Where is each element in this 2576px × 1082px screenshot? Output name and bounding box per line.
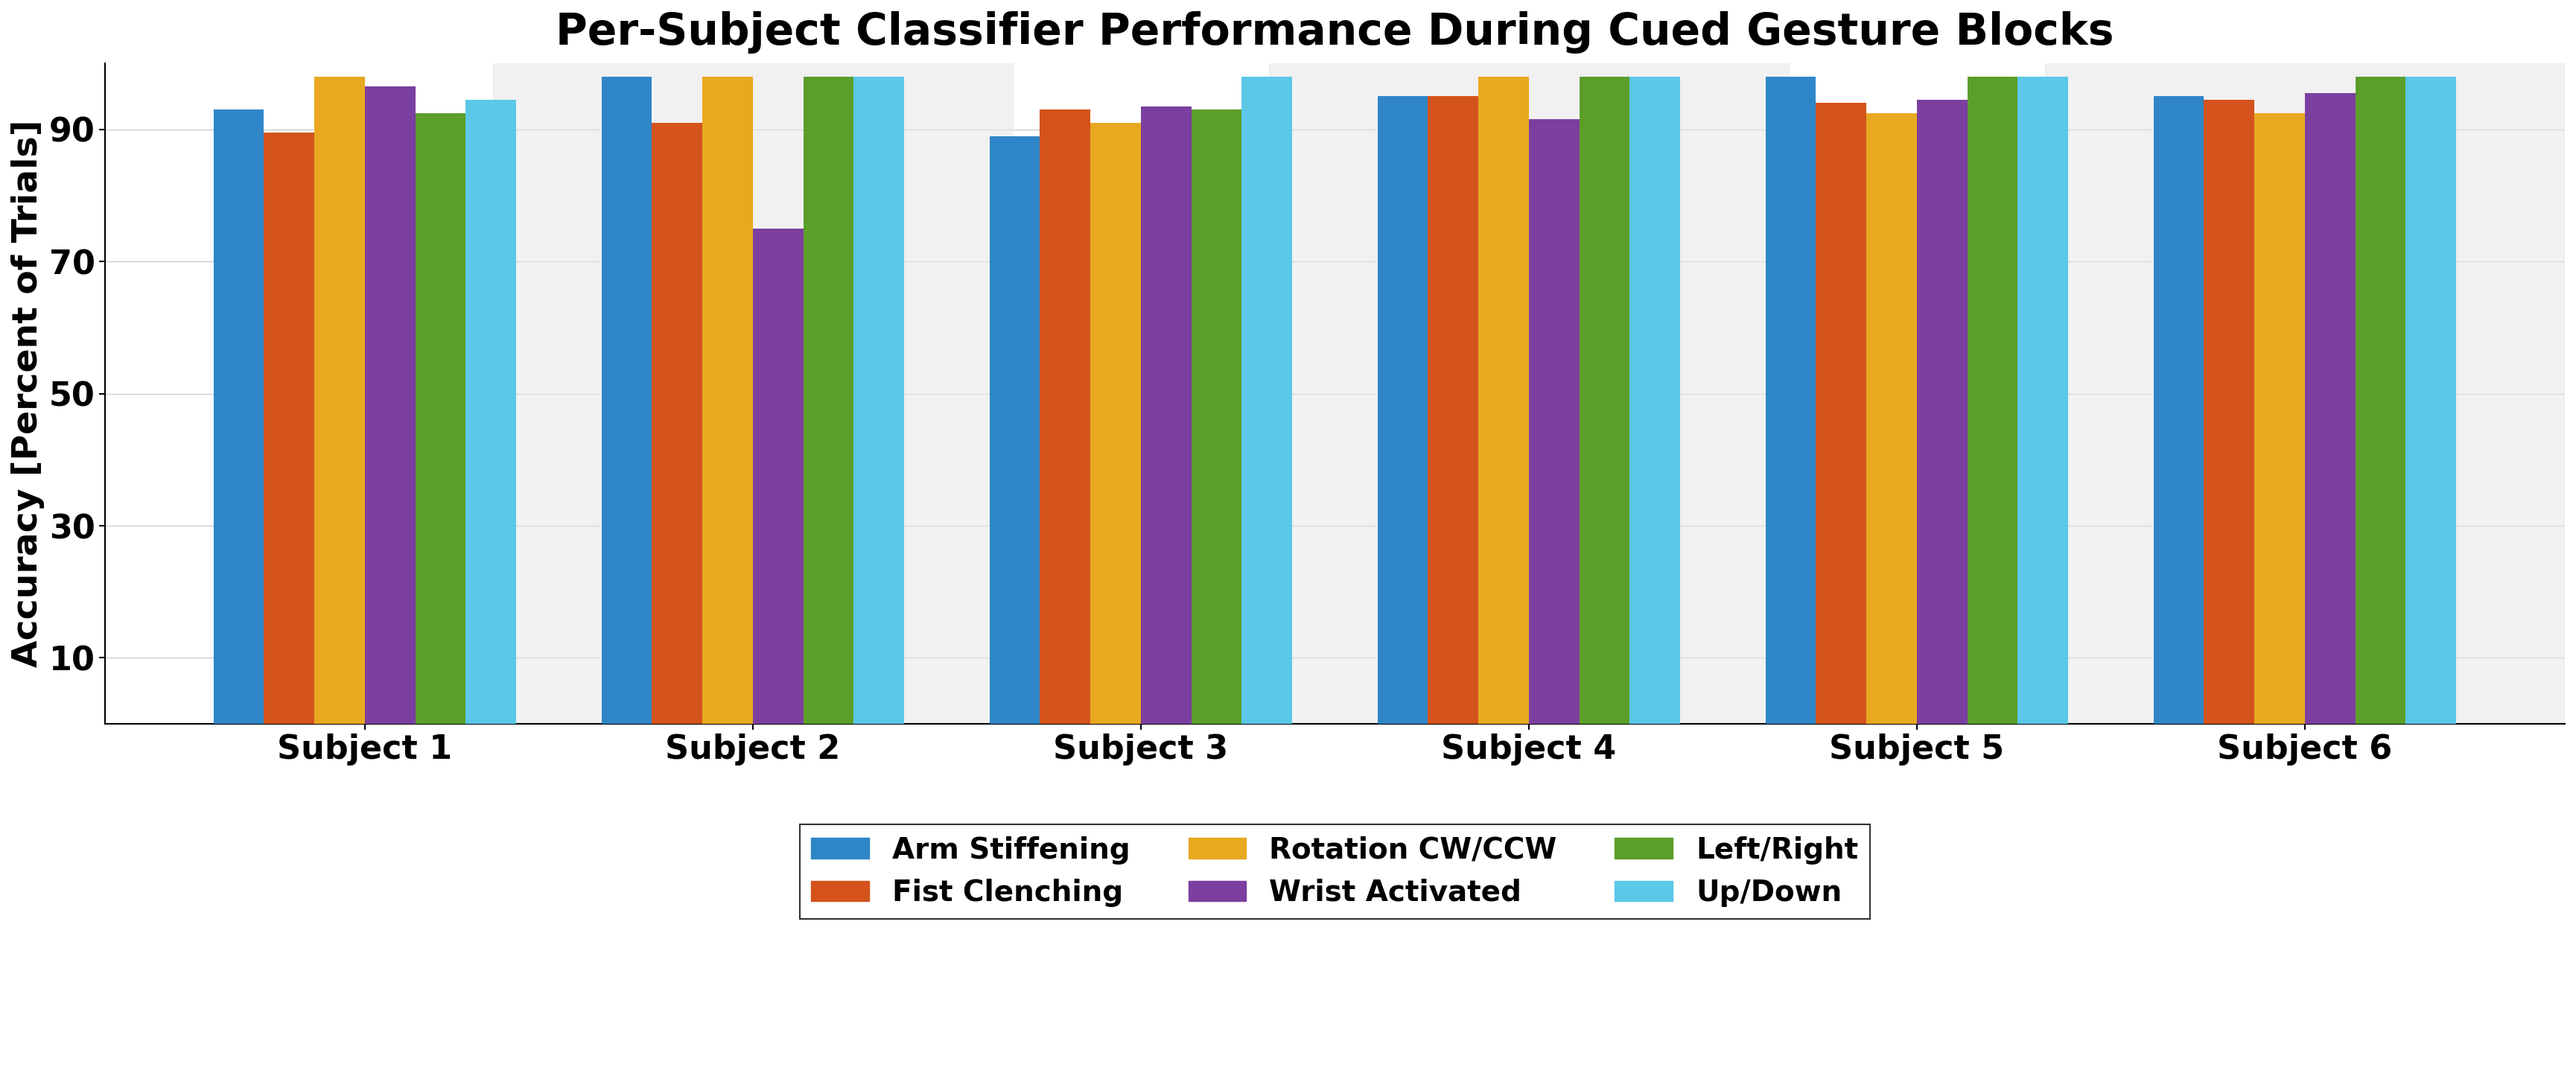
Bar xyxy=(2306,93,2354,724)
Bar xyxy=(492,63,1012,724)
Bar xyxy=(1190,109,1242,724)
Bar xyxy=(1917,100,1968,724)
Bar xyxy=(853,77,904,724)
Bar xyxy=(1090,122,1141,724)
Bar xyxy=(2017,77,2069,724)
Bar xyxy=(703,77,752,724)
Bar xyxy=(1868,113,1917,724)
Bar xyxy=(1141,106,1190,724)
Bar xyxy=(1579,77,1631,724)
Bar xyxy=(415,113,466,724)
Bar xyxy=(1479,77,1528,724)
Bar xyxy=(652,122,703,724)
Bar xyxy=(2354,77,2406,724)
Bar xyxy=(1631,77,1680,724)
Bar xyxy=(2205,100,2254,724)
Bar xyxy=(600,77,652,724)
Bar xyxy=(214,109,263,724)
Bar xyxy=(989,136,1041,724)
Bar xyxy=(1041,109,1090,724)
Bar xyxy=(366,87,415,724)
Bar xyxy=(466,100,515,724)
Bar xyxy=(1528,119,1579,724)
Title: Per-Subject Classifier Performance During Cued Gesture Blocks: Per-Subject Classifier Performance Durin… xyxy=(556,11,2115,54)
Bar xyxy=(1968,77,2017,724)
Bar xyxy=(2406,77,2455,724)
Bar xyxy=(752,228,804,724)
Bar xyxy=(2254,113,2306,724)
Bar xyxy=(804,77,853,724)
Bar xyxy=(1270,63,1788,724)
Bar xyxy=(1765,77,1816,724)
Bar xyxy=(2045,63,2566,724)
Bar xyxy=(1816,103,1868,724)
Bar xyxy=(263,133,314,724)
Bar xyxy=(1427,96,1479,724)
Y-axis label: Accuracy [Percent of Trials]: Accuracy [Percent of Trials] xyxy=(10,120,44,668)
Legend: Arm Stiffening, Fist Clenching, Rotation CW/CCW, Wrist Activated, Left/Right, Up: Arm Stiffening, Fist Clenching, Rotation… xyxy=(799,824,1870,919)
Bar xyxy=(314,77,366,724)
Bar xyxy=(1378,96,1427,724)
Bar xyxy=(2154,96,2205,724)
Bar xyxy=(1242,77,1293,724)
